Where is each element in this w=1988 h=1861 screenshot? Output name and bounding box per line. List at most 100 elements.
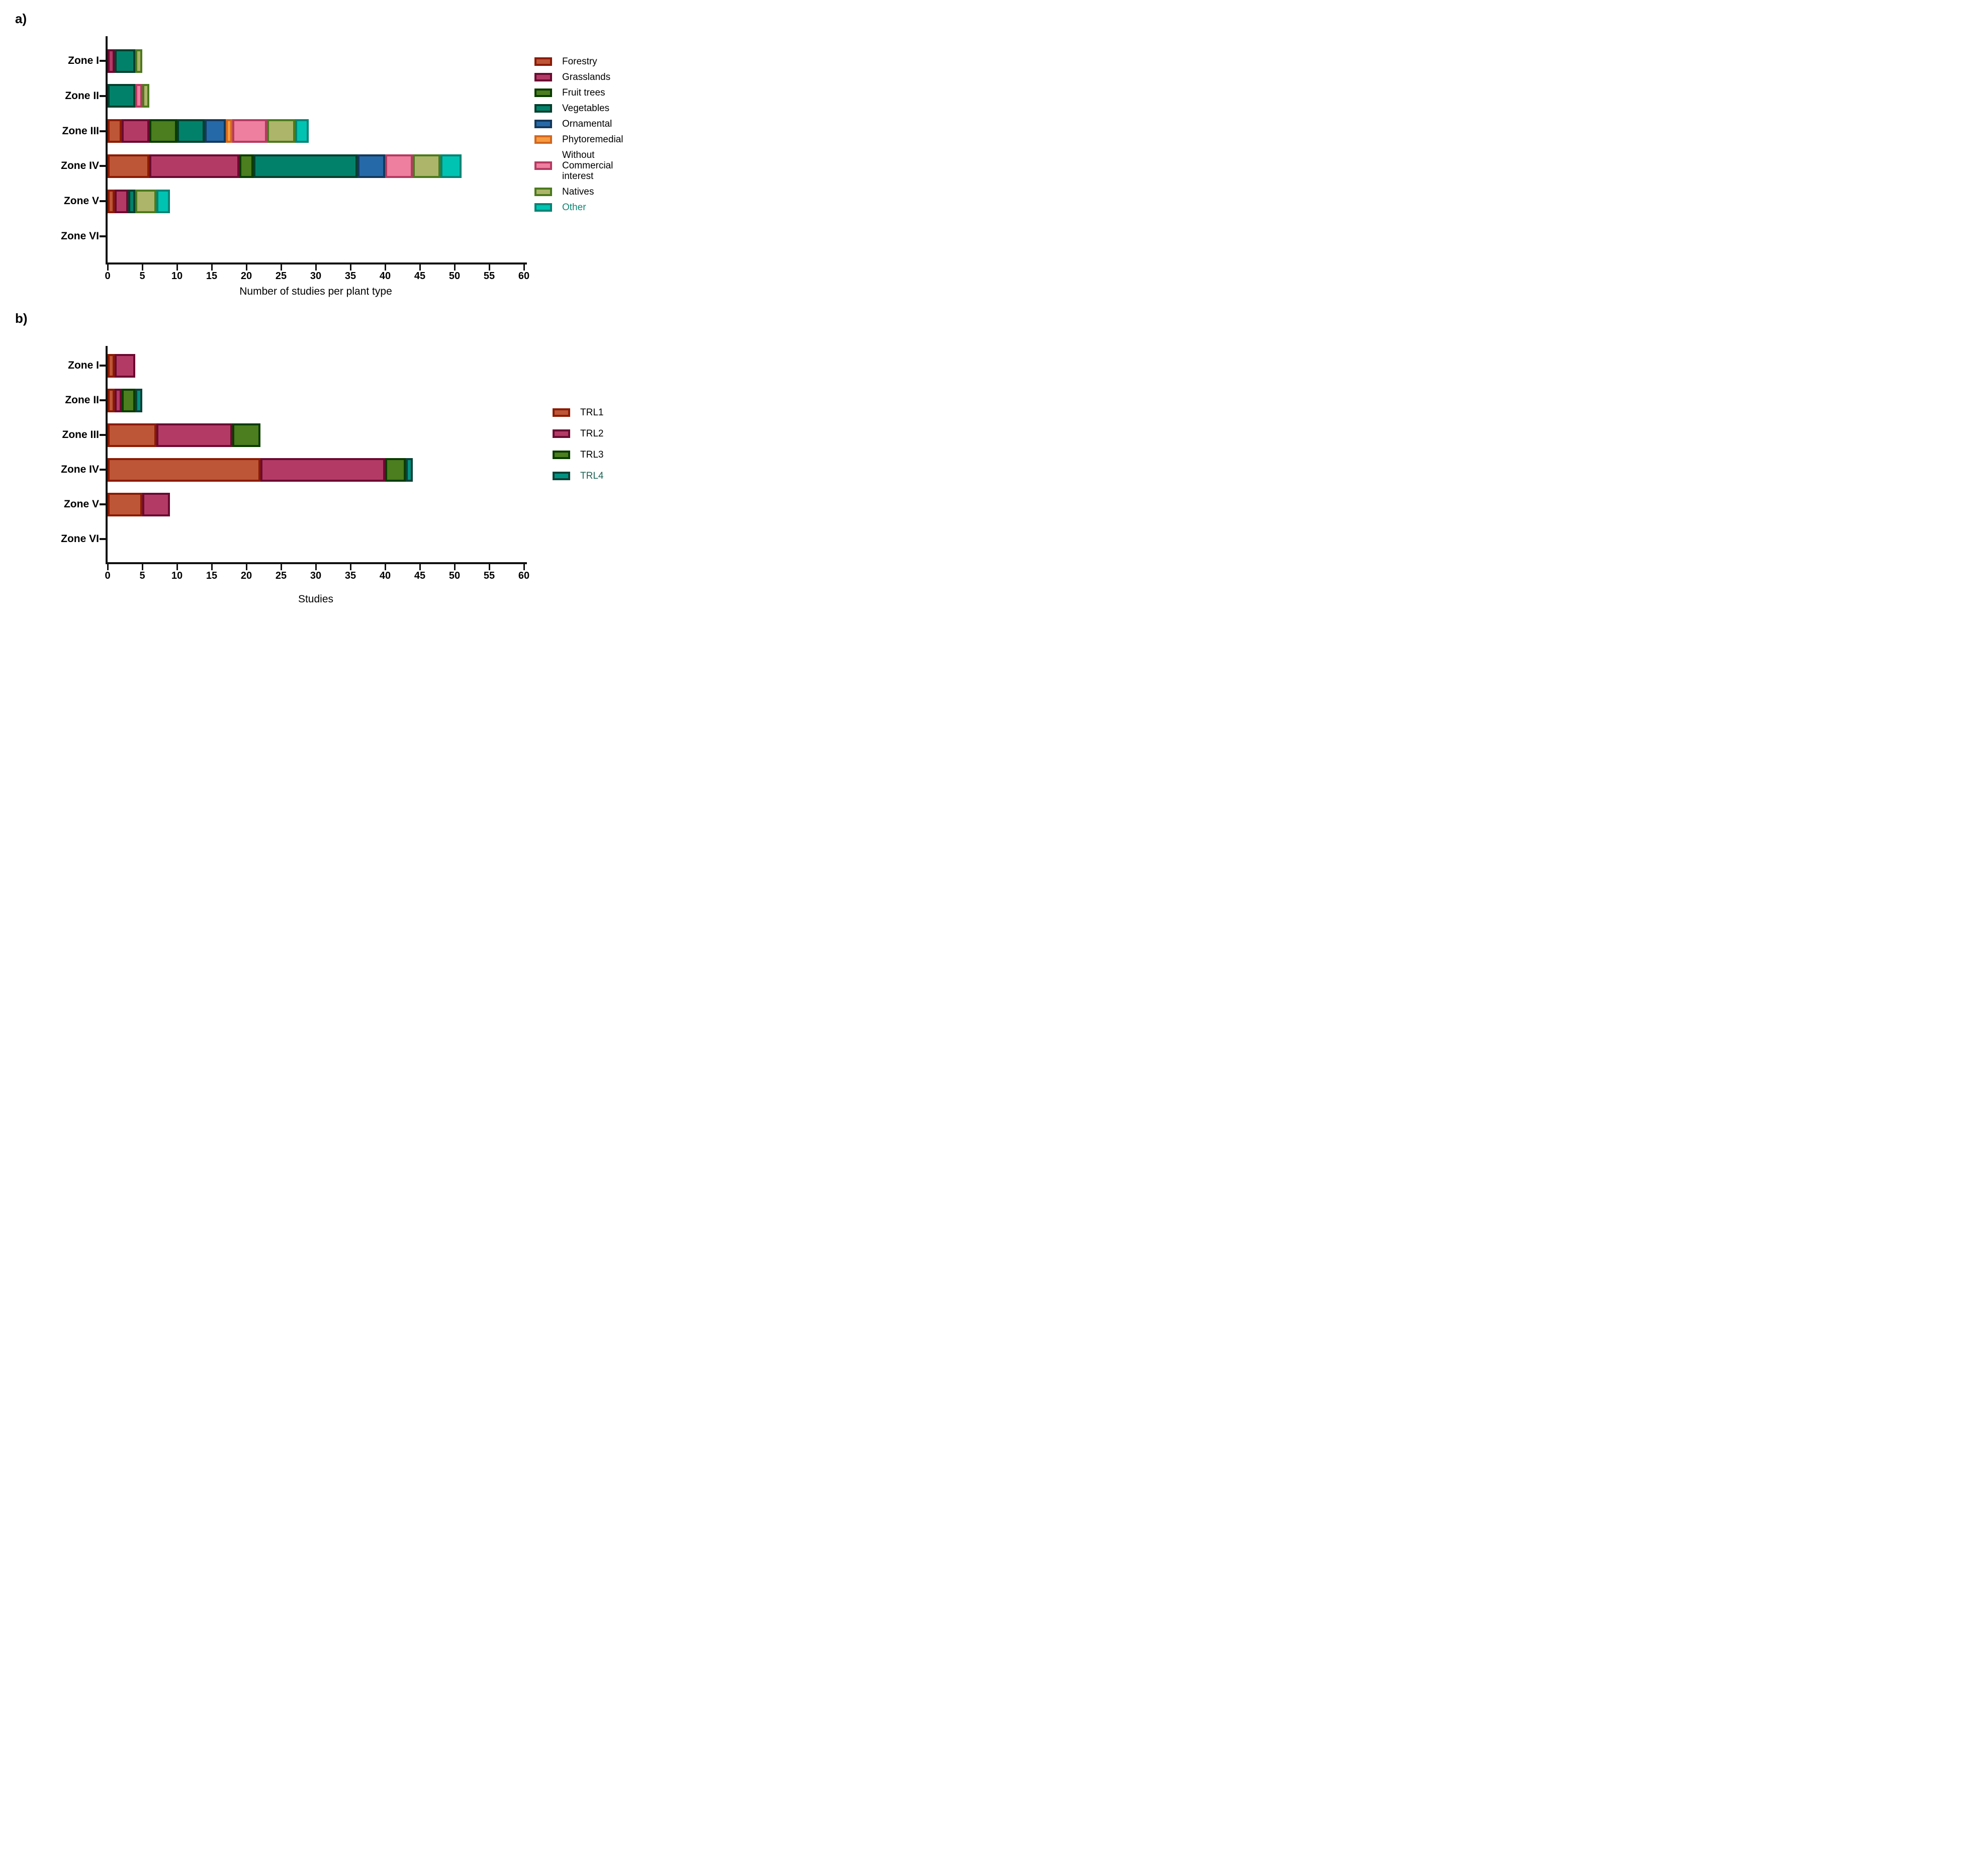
legend-swatch-without-commercial-interest	[534, 161, 552, 170]
legend-item-vegetables: Vegetables	[534, 103, 623, 114]
legend-swatch-other	[534, 203, 552, 212]
bar-a-zone-v-vegetables	[128, 189, 136, 213]
bar-b-zone-iii-trl3	[232, 423, 260, 447]
x-tick-b-55	[488, 564, 490, 570]
legend-b: TRL1 TRL2 TRL3 TRL4	[553, 407, 603, 481]
x-tick-a-30	[315, 264, 317, 271]
x-tick-label-a-40: 40	[379, 271, 391, 282]
legend-swatch-trl3	[553, 451, 570, 459]
legend-swatch-ornamental	[534, 120, 552, 128]
x-axis-line-a	[106, 262, 527, 264]
zone-label-a-zone-vi: Zone VI	[61, 230, 99, 242]
x-tick-label-a-10: 10	[171, 271, 183, 282]
bar-a-zone-ii-without-commercial-interest	[135, 84, 142, 108]
legend-item-trl3: TRL3	[553, 450, 603, 460]
bar-b-zone-iii-trl2	[156, 423, 233, 447]
zone-tick-b-zone-i	[100, 365, 106, 367]
legend-item-fruit-trees: Fruit trees	[534, 87, 623, 98]
x-tick-label-b-20: 20	[240, 570, 252, 581]
legend-swatch-forestry	[534, 57, 552, 66]
bar-a-zone-i-natives	[135, 49, 142, 73]
legend-item-natives: Natives	[534, 187, 623, 197]
x-tick-b-5	[141, 564, 143, 570]
zone-label-a-zone-ii: Zone II	[65, 90, 99, 102]
bar-a-zone-iii-without-commercial-interest	[232, 119, 267, 143]
legend-label-other: Other	[562, 202, 586, 213]
legend-swatch-trl1	[553, 408, 570, 417]
bar-a-zone-iii-natives	[267, 119, 295, 143]
bar-a-zone-iv-without-commercial-interest	[385, 154, 413, 178]
legend-label-natives: Natives	[562, 187, 594, 197]
zone-label-b-zone-v: Zone V	[63, 498, 99, 510]
legend-item-trl4: TRL4	[553, 471, 603, 481]
legend-label-trl2: TRL2	[580, 428, 604, 439]
legend-swatch-fruit-trees	[534, 88, 552, 97]
bar-b-zone-ii-trl4	[135, 388, 142, 412]
x-tick-label-a-35: 35	[344, 271, 356, 282]
bar-a-zone-iv-other	[440, 154, 462, 178]
zone-label-b-zone-i: Zone I	[68, 360, 99, 371]
bar-a-zone-iii-grasslands	[121, 119, 149, 143]
x-tick-label-a-5: 5	[139, 271, 145, 282]
bar-a-zone-iii-vegetables	[177, 119, 205, 143]
bar-b-zone-v-trl2	[142, 492, 170, 516]
x-tick-label-b-0: 0	[105, 570, 111, 581]
legend-item-phytoremedial: Phytoremedial	[534, 134, 623, 145]
x-tick-label-a-30: 30	[310, 271, 322, 282]
zone-label-a-zone-i: Zone I	[68, 55, 99, 66]
x-axis-line-b	[106, 562, 527, 564]
bar-a-zone-i-vegetables	[114, 49, 136, 73]
y-axis-line-b	[106, 346, 108, 564]
bar-a-zone-iii-phytoremedial	[225, 119, 233, 143]
x-tick-a-35	[349, 264, 351, 271]
legend-label-trl3: TRL3	[580, 450, 604, 460]
legend-swatch-trl4	[553, 472, 570, 480]
legend-label-phytoremedial: Phytoremedial	[562, 134, 623, 145]
x-tick-a-50	[454, 264, 456, 271]
x-axis-title-a: Number of studies per plant type	[239, 286, 392, 297]
x-tick-b-10	[176, 564, 178, 570]
bar-a-zone-iv-fruit-trees	[239, 154, 253, 178]
legend-label-trl1: TRL1	[580, 407, 604, 418]
x-tick-a-10	[176, 264, 178, 271]
x-tick-b-50	[454, 564, 456, 570]
x-tick-a-40	[384, 264, 386, 271]
bar-a-zone-iii-ornamental	[205, 119, 226, 143]
bar-a-zone-iv-grasslands	[149, 154, 240, 178]
zone-tick-b-zone-iii	[100, 434, 106, 436]
x-tick-label-a-0: 0	[105, 271, 111, 282]
zone-tick-a-zone-v	[100, 200, 106, 203]
x-tick-b-25	[280, 564, 282, 570]
bar-a-zone-iv-forestry	[108, 154, 149, 178]
bar-a-zone-iii-forestry	[108, 119, 122, 143]
x-tick-label-a-45: 45	[414, 271, 426, 282]
zone-tick-a-zone-iii	[100, 130, 106, 132]
legend-item-grasslands: Grasslands	[534, 72, 623, 82]
legend-label-fruit-trees: Fruit trees	[562, 87, 605, 98]
x-tick-label-a-20: 20	[240, 271, 252, 282]
legend-label-vegetables: Vegetables	[562, 103, 610, 114]
x-tick-label-b-35: 35	[344, 570, 356, 581]
legend-swatch-vegetables	[534, 104, 552, 113]
x-tick-label-a-60: 60	[518, 271, 530, 282]
x-tick-label-b-45: 45	[414, 570, 426, 581]
legend-label-grasslands: Grasslands	[562, 72, 611, 82]
x-tick-b-20	[245, 564, 247, 570]
bar-b-zone-ii-trl1	[108, 388, 115, 412]
x-tick-a-55	[488, 264, 490, 271]
bar-a-zone-iii-fruit-trees	[149, 119, 177, 143]
legend-swatch-phytoremedial	[534, 135, 552, 144]
legend-item-trl1: TRL1	[553, 407, 603, 418]
bar-b-zone-ii-trl2	[114, 388, 122, 412]
x-tick-label-b-60: 60	[518, 570, 530, 581]
x-tick-label-a-15: 15	[206, 271, 218, 282]
zone-tick-b-zone-ii	[100, 399, 106, 401]
zone-label-a-zone-iv: Zone IV	[61, 160, 99, 172]
x-tick-b-0	[107, 564, 109, 570]
x-tick-a-25	[280, 264, 282, 271]
legend-label-ornamental: Ornamental	[562, 119, 612, 129]
x-tick-b-40	[384, 564, 386, 570]
legend-item-other: Other	[534, 202, 623, 213]
bar-b-zone-iv-trl4	[406, 458, 413, 482]
zone-label-b-zone-iv: Zone IV	[61, 464, 99, 475]
